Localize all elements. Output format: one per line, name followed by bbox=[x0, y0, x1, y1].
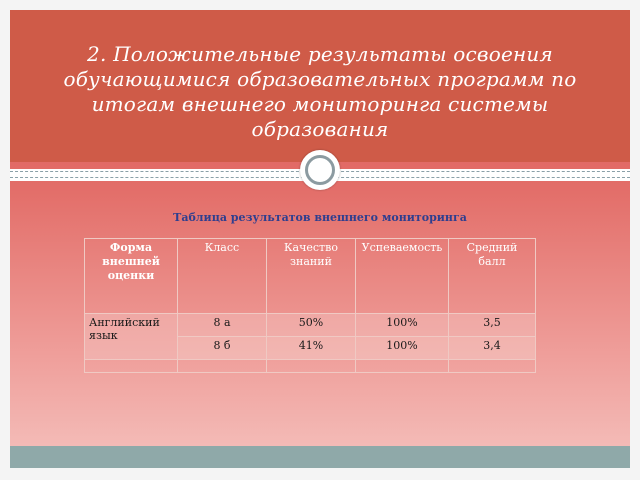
circle-ornament-icon bbox=[300, 150, 340, 190]
header-quality: Качество знаний bbox=[266, 238, 356, 314]
slide-header: 2. Положительные результаты освоения обу… bbox=[10, 10, 630, 162]
table-row: 8 б 41% 100% 3,4 bbox=[85, 336, 536, 360]
slide-title: 2. Положительные результаты освоения обу… bbox=[63, 42, 577, 141]
table-caption: Таблица результатов внешнего мониторинга bbox=[173, 211, 467, 224]
footer-band bbox=[10, 446, 630, 468]
pad-cell bbox=[266, 359, 356, 373]
pad-cell bbox=[84, 359, 178, 373]
cell-class: 8 б bbox=[177, 336, 267, 360]
cell-quality: 41% bbox=[266, 336, 356, 360]
circle-ornament-inner bbox=[305, 155, 335, 185]
cell-quality: 50% bbox=[266, 313, 356, 337]
header-class: Класс bbox=[177, 238, 267, 314]
pad-cell bbox=[355, 359, 449, 373]
header-progress: Успеваемость bbox=[355, 238, 449, 314]
cell-average: 3,4 bbox=[448, 336, 536, 360]
pad-cell bbox=[448, 359, 536, 373]
cell-progress: 100% bbox=[355, 336, 449, 360]
pad-cell bbox=[177, 359, 267, 373]
header-form: Форма внешней оценки bbox=[84, 238, 178, 314]
cell-class: 8 а bbox=[177, 313, 267, 337]
results-table: Форма внешней оценки Класс Качество знан… bbox=[84, 238, 536, 373]
cell-progress: 100% bbox=[355, 313, 449, 337]
header-average: Средний балл bbox=[448, 238, 536, 314]
cell-form: Английский язык bbox=[84, 313, 178, 360]
table-bottom-padding bbox=[84, 359, 536, 373]
table-header-row: Форма внешней оценки Класс Качество знан… bbox=[84, 238, 536, 314]
table-row: Английский язык 8 а 50% 100% 3,5 bbox=[84, 313, 536, 360]
cell-average: 3,5 bbox=[448, 313, 536, 337]
